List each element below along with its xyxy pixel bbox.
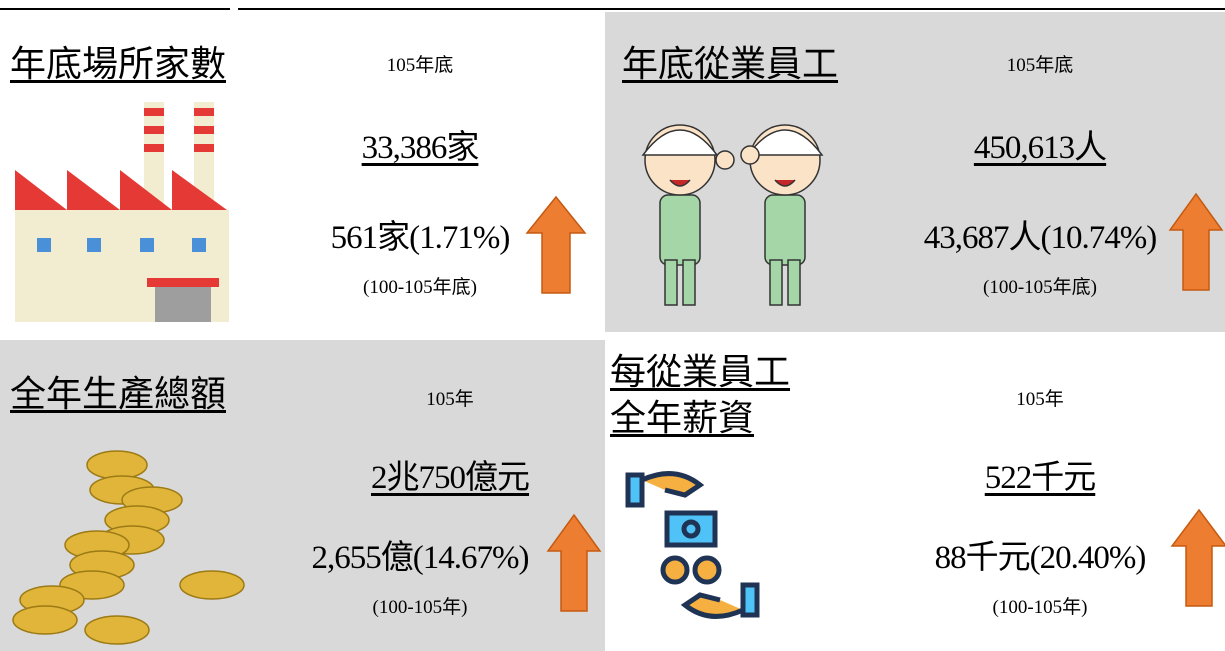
panel: 年底從業員工 105年底 450,613人 43,687人(10.74%) (1…	[605, 12, 1225, 332]
panel-title: 每從業員工	[610, 350, 790, 394]
change-value: 561家(1.71%)	[331, 210, 510, 258]
up-arrow	[1170, 508, 1225, 608]
up-arrow	[546, 513, 602, 613]
period-label: 105年底	[1007, 50, 1074, 77]
up-arrow	[1168, 192, 1224, 292]
factory-icon	[12, 100, 232, 322]
change-value: 43,687人(10.74%)	[924, 210, 1156, 258]
salary-icon	[625, 465, 765, 630]
change-period: (100-105年)	[373, 592, 468, 619]
top-rule	[0, 8, 230, 10]
change-period: (100-105年底)	[983, 272, 1097, 299]
panel: 每從業員工 全年薪資 105年 522千元 88千元(20.40%) (100-…	[605, 340, 1225, 651]
main-value: 33,386家	[362, 120, 479, 168]
panel-title: 全年薪資	[610, 396, 754, 440]
change-period: (100-105年)	[993, 592, 1088, 619]
change-value: 2,655億(14.67%)	[312, 530, 529, 578]
period-label: 105年	[426, 384, 474, 411]
workers-icon	[625, 100, 855, 315]
period-label: 105年	[1016, 384, 1064, 411]
panel: 年底場所家數 105年底 33,386家 561家(1.71%) (100-10…	[0, 12, 605, 332]
panel: 全年生產總額 105年 2兆750億元 2,655億(14.67%) (100-…	[0, 340, 605, 651]
infographic: 年底場所家數 105年底 33,386家 561家(1.71%) (100-10…	[0, 0, 1225, 651]
panel-title: 年底場所家數	[10, 42, 226, 86]
period-label: 105年底	[387, 50, 454, 77]
main-value: 450,613人	[974, 120, 1106, 168]
up-arrow	[525, 195, 587, 295]
change-period: (100-105年底)	[363, 272, 477, 299]
panel-title: 年底從業員工	[622, 42, 838, 86]
main-value: 522千元	[985, 450, 1096, 498]
top-rule	[238, 8, 1225, 10]
main-value: 2兆750億元	[371, 450, 529, 498]
coins-icon	[12, 440, 252, 650]
change-value: 88千元(20.40%)	[935, 530, 1146, 578]
panel-title: 全年生產總額	[10, 372, 226, 416]
